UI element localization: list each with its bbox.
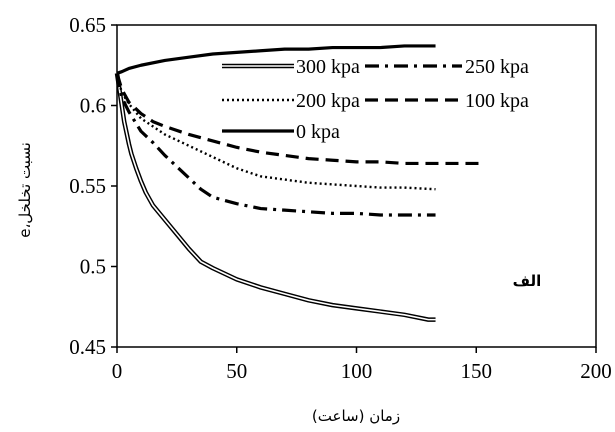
y-tick-label: 0.5 [80,255,106,279]
series-line-100-kpa [115,72,484,166]
legend-label-250-kpa: 250 kpa [465,56,529,78]
y-tick-label: 0.55 [69,174,106,198]
series-line-0-kpa [116,44,436,75]
legend-label-300-kpa: 300 kpa [296,56,360,78]
legend-label-0-kpa: 0 kpa [296,121,340,143]
y-axis-label: نسبت تخلخل،e [16,142,34,238]
x-tick-label: 150 [461,359,493,383]
x-axis-label: زمان (ساعت) [312,407,400,425]
x-tick-label: 50 [226,359,247,383]
x-tick-label: 0 [112,359,123,383]
x-tick-label: 200 [580,359,612,383]
panel-annotation: الف [513,272,542,290]
y-tick-label: 0.45 [69,335,106,359]
y-tick-label: 0.65 [69,13,106,37]
series-line-300-kpa-inner [116,73,436,321]
legend-label-100-kpa: 100 kpa [465,90,529,112]
x-tick-label: 100 [341,359,373,383]
legend-label-200-kpa: 200 kpa [296,90,360,112]
y-tick-label: 0.6 [80,94,106,118]
series-line-250-kpa [115,72,436,217]
series-line-200-kpa [115,73,436,191]
